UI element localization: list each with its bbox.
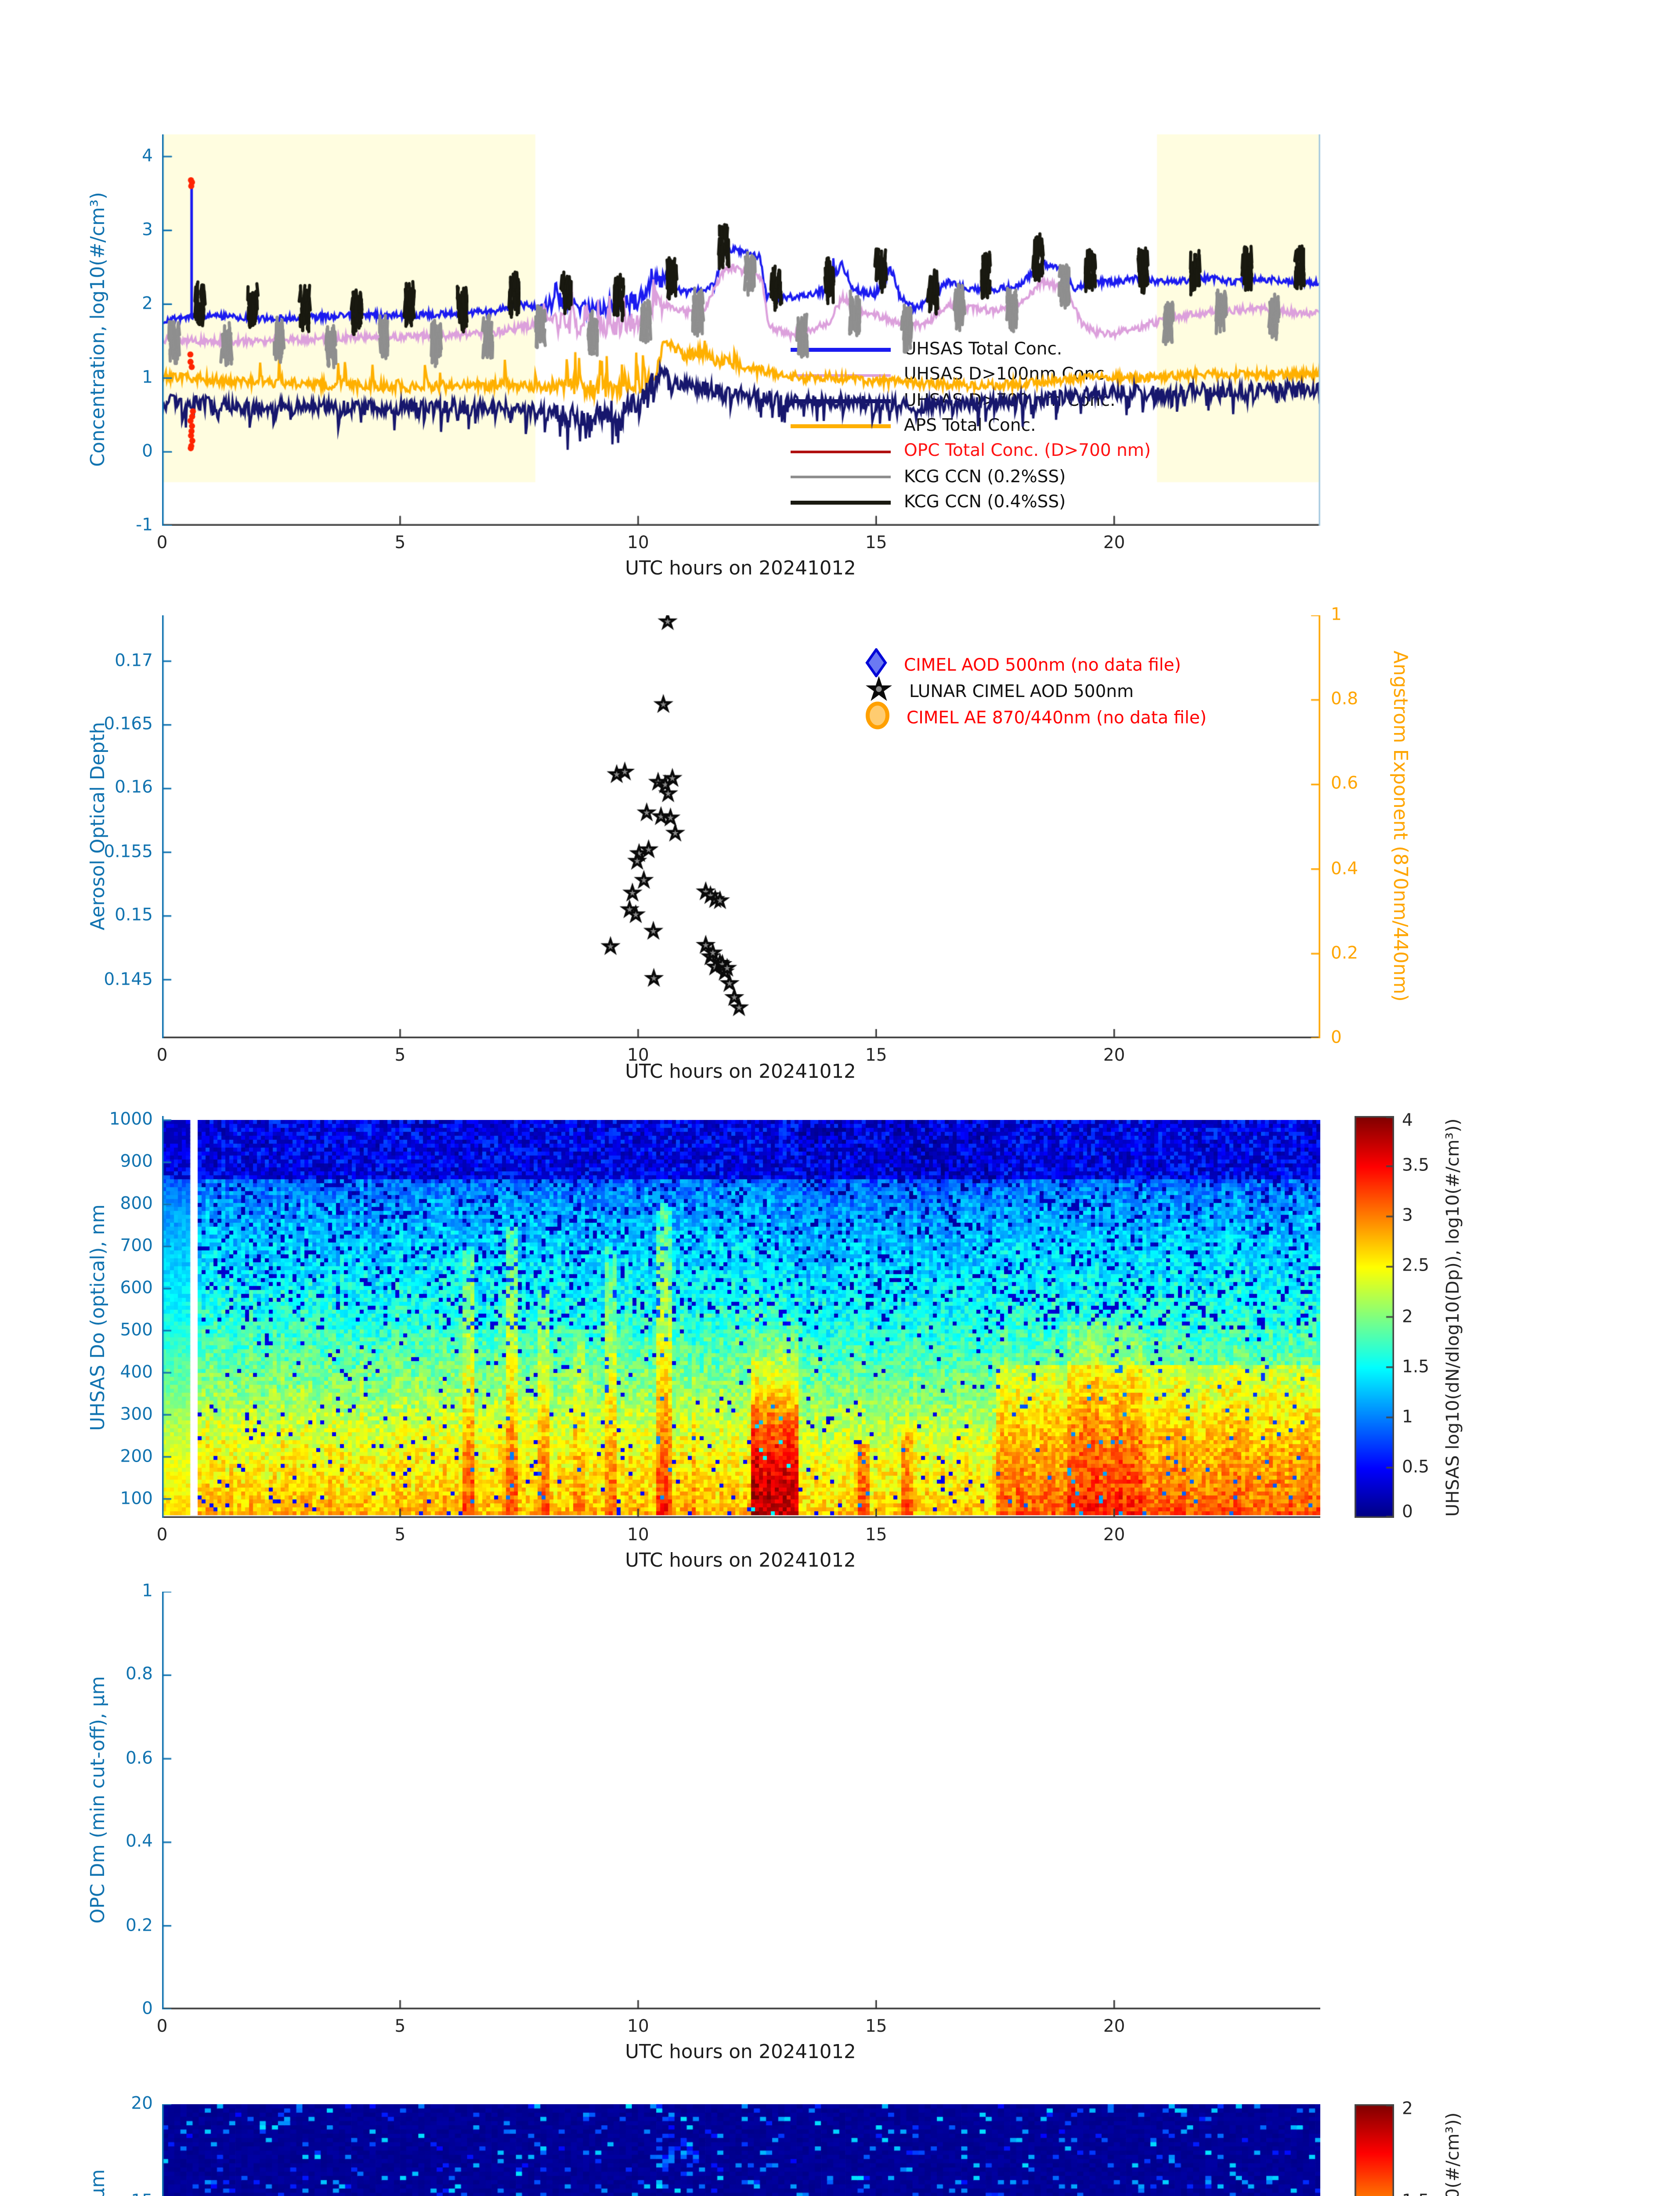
p2-xlabel: UTC hours on 20241012 <box>625 1062 856 1083</box>
x-tick-label: 0 <box>156 1046 168 1066</box>
p1-plot-canvas <box>162 134 1320 526</box>
x-tick-label: 15 <box>865 1046 887 1066</box>
p1-xlabel: UTC hours on 20241012 <box>625 559 856 580</box>
y-tick-label: 0.16 <box>115 778 153 798</box>
colorbar-tick-label: 1 <box>1402 1407 1413 1427</box>
y-tick-label: 300 <box>120 1405 153 1425</box>
y-tick-label: 0.2 <box>125 1916 153 1936</box>
y-tick-label: 800 <box>120 1194 153 1214</box>
y-tick-label: 0.4 <box>125 1832 153 1853</box>
x-tick-label: 5 <box>394 1526 406 1546</box>
x-tick-label: 10 <box>627 2017 649 2037</box>
x-tick-label: 20 <box>1103 1526 1125 1546</box>
colorbar-tick-label: 2 <box>1402 1307 1413 1327</box>
y-tick-label: 1 <box>142 1582 153 1602</box>
y-tick-label: 0.165 <box>104 715 153 735</box>
p2-ylabel: Aerosol Optical Depth <box>88 722 109 931</box>
y-tick-label: 1 <box>142 368 153 388</box>
p4-ylabel: OPC Dm (min cut-off), μm <box>88 1676 109 1924</box>
p3-colorbar-label: UHSAS log10(dN/dlog10(Dp)), log10(#/cm³)… <box>1443 1118 1464 1517</box>
p2-plot-canvas <box>162 615 1320 1038</box>
colorbar-tick-label: 3.5 <box>1402 1156 1430 1176</box>
y-tick-label-right: 1 <box>1331 605 1342 625</box>
colorbar-tick-label: 2.5 <box>1402 1257 1430 1277</box>
y-tick-label: 900 <box>120 1152 153 1172</box>
y-tick-label: 3 <box>142 220 153 241</box>
colorbar-tick-label: 1.5 <box>1402 1357 1430 1377</box>
x-tick-label: 15 <box>865 1526 887 1546</box>
x-tick-label: 0 <box>156 2017 168 2037</box>
y-tick-label: 200 <box>120 1447 153 1467</box>
y-tick-label-right: 0.4 <box>1331 859 1358 879</box>
p3-xlabel: UTC hours on 20241012 <box>625 1551 856 1572</box>
x-tick-label: 10 <box>627 1046 649 1066</box>
y-tick-label: 0.155 <box>104 842 153 862</box>
p3-ylabel: UHSAS Do (optical), nm <box>88 1204 109 1431</box>
colorbar-tick-label: 1.5 <box>1402 2191 1429 2196</box>
x-tick-label: 5 <box>394 1046 406 1066</box>
p1-ylabel: Concentration, log10(#/cm³) <box>88 192 109 467</box>
y-tick-label: 0.17 <box>115 651 153 671</box>
y-tick-label: 400 <box>120 1362 153 1383</box>
x-tick-label: 5 <box>394 2017 406 2037</box>
p5-frame-canvas <box>162 2104 1320 2196</box>
x-tick-label: 0 <box>156 1526 168 1546</box>
p5-colorbar-label: APS log10(dN/dlog10(Dp)), log10(#/cm³)) <box>1443 2113 1464 2196</box>
x-tick-label: 5 <box>394 534 406 553</box>
x-tick-label: 20 <box>1103 1046 1125 1066</box>
x-tick-label: 20 <box>1103 2017 1125 2037</box>
p4-plot-canvas <box>162 1592 1320 2009</box>
y-tick-label: 0.6 <box>125 1748 153 1769</box>
y-tick-label: 100 <box>120 1489 153 1509</box>
y-tick-label-right: 0.6 <box>1331 774 1358 795</box>
y-tick-label: 2 <box>142 294 153 314</box>
y-tick-label: 600 <box>120 1279 153 1299</box>
y-tick-label-right: 0.8 <box>1331 690 1358 710</box>
y-tick-label: 0.8 <box>125 1665 153 1685</box>
y-tick-label: 0 <box>142 442 153 462</box>
colorbar-tick-label: 0.5 <box>1402 1458 1430 1478</box>
colorbar-tick-label: 2 <box>1402 2099 1413 2120</box>
y-tick-label: -1 <box>136 516 153 536</box>
x-tick-label: 15 <box>865 2017 887 2037</box>
y-tick-label: 700 <box>120 1236 153 1257</box>
p5-colorbar-canvas <box>1355 2104 1394 2196</box>
x-tick-label: 10 <box>627 1526 649 1546</box>
y-tick-label: 15 <box>131 2191 153 2196</box>
p3-frame-canvas <box>162 1116 1320 1518</box>
p3-colorbar-canvas <box>1355 1116 1394 1518</box>
x-tick-label: 15 <box>865 534 887 553</box>
y-tick-label: 0 <box>142 1999 153 2019</box>
y-tick-label-right: 0 <box>1331 1028 1342 1048</box>
colorbar-tick-label: 0 <box>1402 1503 1413 1523</box>
x-tick-label: 10 <box>627 534 649 553</box>
p5-ylabel: APS Da (aerodynamic), μm <box>88 2169 109 2196</box>
p2-ylabel-right: Angstrom Exponent (870nm/440nm) <box>1389 650 1410 1002</box>
y-tick-label: 4 <box>142 146 153 166</box>
y-tick-label: 0.15 <box>115 906 153 926</box>
colorbar-tick-label: 4 <box>1402 1111 1413 1131</box>
colorbar-tick-label: 3 <box>1402 1206 1413 1227</box>
p4-xlabel: UTC hours on 20241012 <box>625 2042 856 2063</box>
y-tick-label: 20 <box>131 2094 153 2114</box>
y-tick-label-right: 0.2 <box>1331 943 1358 964</box>
y-tick-label: 500 <box>120 1321 153 1341</box>
y-tick-label: 0.145 <box>104 970 153 990</box>
y-tick-label: 1000 <box>109 1110 153 1131</box>
x-tick-label: 20 <box>1103 534 1125 553</box>
x-tick-label: 0 <box>156 534 168 553</box>
